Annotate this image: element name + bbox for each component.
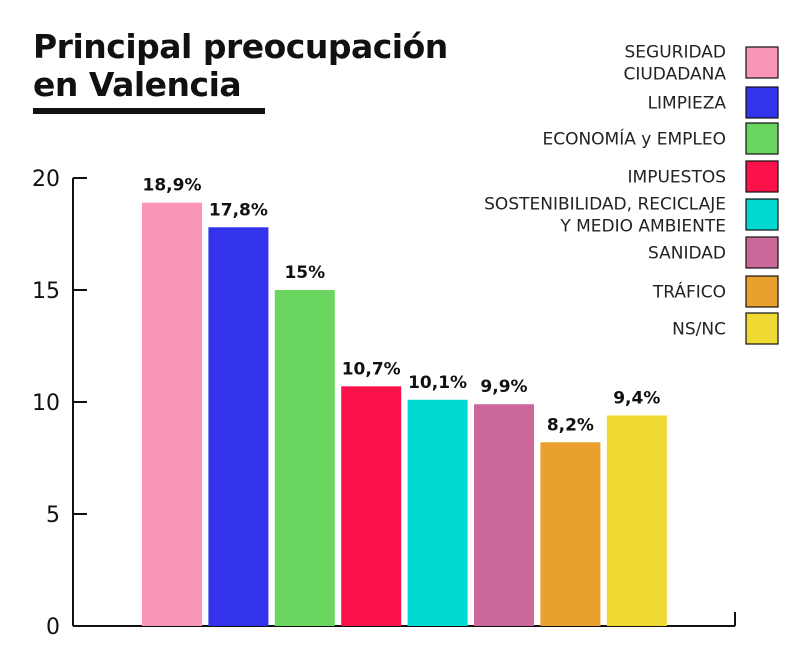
legend-label-4-line-1: IMPUESTOS — [628, 168, 726, 188]
data-label-8: 9,4% — [613, 388, 660, 408]
legend-label-3: ECONOMÍA y EMPLEO — [542, 128, 726, 150]
legend-label-5-line-1: SOSTENIBILIDAD, RECICLAJE — [484, 195, 726, 215]
bar-2 — [208, 227, 269, 626]
legend-label-8: NS/NC — [672, 320, 726, 340]
legend-swatch-4 — [745, 160, 779, 193]
bar-1 — [142, 202, 202, 626]
chart-title-line-2: en Valencia — [33, 65, 242, 104]
legend-swatch-1 — [745, 46, 779, 79]
chart-title: Principal preocupación en Valencia — [33, 28, 448, 104]
y-tick-label-0: 0 — [46, 615, 60, 640]
legend-swatch-2 — [745, 86, 779, 119]
legend-label-6: SANIDAD — [648, 244, 726, 264]
bar-7 — [540, 442, 601, 626]
bar-8 — [606, 415, 667, 626]
data-label-2: 17,8% — [209, 200, 268, 220]
legend-label-6-line-1: SANIDAD — [648, 244, 726, 264]
legend-label-5: SOSTENIBILIDAD, RECICLAJE Y MEDIO AMBIENT… — [484, 195, 726, 237]
data-label-5: 10,1% — [408, 373, 467, 393]
bar-6 — [474, 404, 534, 626]
title-underline — [33, 108, 265, 114]
y-tick-label-15: 15 — [32, 279, 60, 304]
legend-swatch-3 — [745, 122, 779, 155]
data-label-4: 10,7% — [342, 359, 401, 379]
legend-label-3-line-1: ECONOMÍA y EMPLEO — [542, 128, 726, 150]
y-tick-label-10: 10 — [32, 391, 60, 416]
legend-label-7: TRÁFICO — [652, 281, 726, 303]
legend-label-1-line-2: CIUDADANA — [623, 65, 726, 85]
data-label-1: 18,9% — [143, 176, 202, 196]
legend-swatch-8 — [745, 312, 779, 345]
legend-swatch-6 — [745, 236, 779, 269]
legend-label-2: LIMPIEZA — [648, 94, 727, 114]
legend-swatch-7 — [745, 275, 779, 308]
legend-label-8-line-1: NS/NC — [672, 320, 726, 340]
y-tick-label-5: 5 — [46, 503, 60, 528]
bar-4 — [341, 386, 402, 626]
legend-label-2-line-1: LIMPIEZA — [648, 94, 727, 114]
legend-label-5-line-2: Y MEDIO AMBIENTE — [559, 217, 726, 237]
data-label-7: 8,2% — [547, 415, 594, 435]
legend-label-1-line-1: SEGURIDAD — [625, 43, 727, 63]
chart-title-line-1: Principal preocupación — [33, 27, 448, 66]
y-tick-label-20: 20 — [32, 167, 60, 192]
legend-label-4: IMPUESTOS — [628, 168, 726, 188]
legend-label-1: SEGURIDAD CIUDADANA — [623, 43, 726, 85]
bar-5 — [407, 399, 468, 626]
legend-swatch-5 — [745, 198, 779, 231]
data-label-6: 9,9% — [480, 377, 527, 397]
data-label-3: 15% — [284, 263, 325, 283]
bar-3 — [274, 290, 335, 626]
legend-label-7-line-1: TRÁFICO — [652, 281, 726, 303]
